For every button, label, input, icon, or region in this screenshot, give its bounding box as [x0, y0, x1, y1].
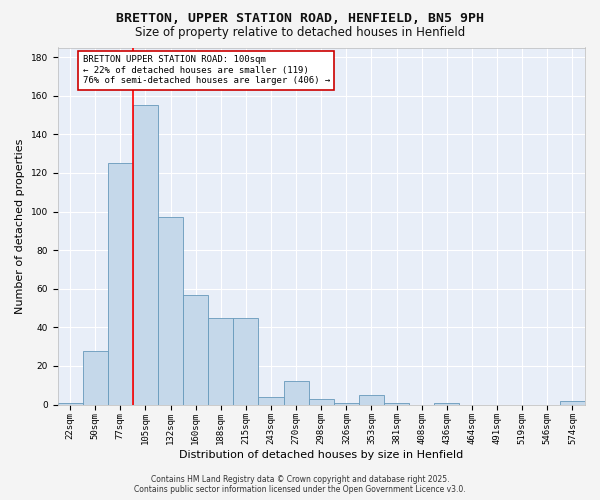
Bar	[58, 402, 83, 404]
Bar	[334, 402, 359, 404]
Bar	[108, 164, 133, 404]
Text: BRETTON UPPER STATION ROAD: 100sqm
← 22% of detached houses are smaller (119)
76: BRETTON UPPER STATION ROAD: 100sqm ← 22%…	[83, 55, 330, 85]
Bar	[233, 318, 259, 404]
Y-axis label: Number of detached properties: Number of detached properties	[15, 138, 25, 314]
Bar	[434, 402, 460, 404]
Bar	[133, 106, 158, 405]
Bar	[183, 294, 208, 405]
Bar	[384, 402, 409, 404]
Bar	[309, 399, 334, 404]
Bar	[259, 397, 284, 404]
Bar	[158, 218, 183, 404]
Text: Size of property relative to detached houses in Henfield: Size of property relative to detached ho…	[135, 26, 465, 39]
Text: BRETTON, UPPER STATION ROAD, HENFIELD, BN5 9PH: BRETTON, UPPER STATION ROAD, HENFIELD, B…	[116, 12, 484, 26]
Bar	[284, 382, 309, 404]
Bar	[359, 395, 384, 404]
Bar	[560, 400, 585, 404]
Text: Contains HM Land Registry data © Crown copyright and database right 2025.
Contai: Contains HM Land Registry data © Crown c…	[134, 474, 466, 494]
Bar	[208, 318, 233, 404]
Bar	[83, 350, 108, 405]
X-axis label: Distribution of detached houses by size in Henfield: Distribution of detached houses by size …	[179, 450, 463, 460]
